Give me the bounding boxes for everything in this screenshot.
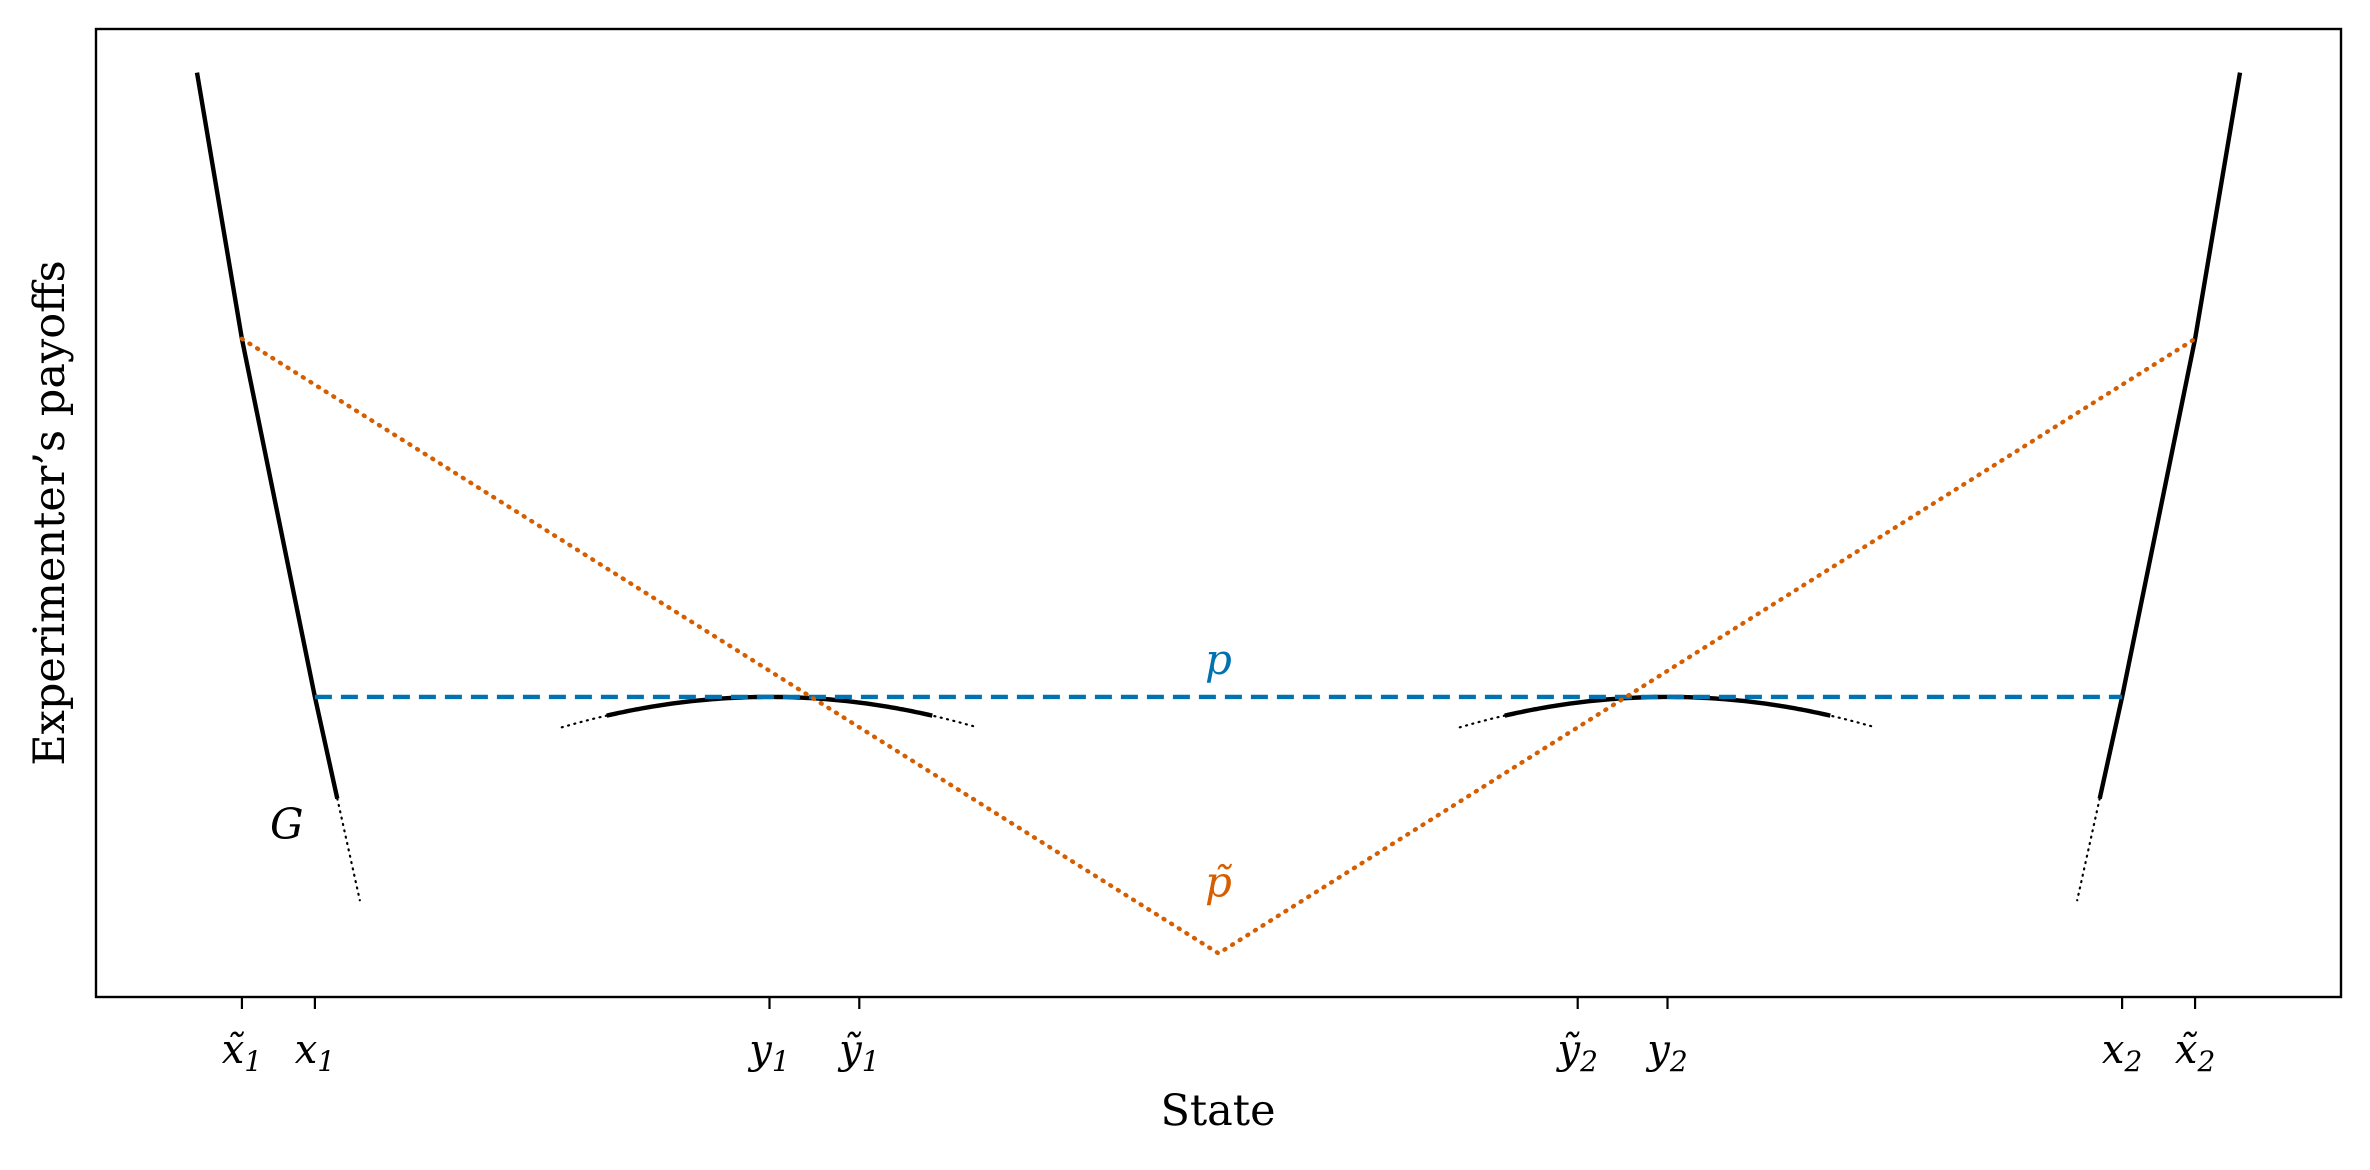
annotation-label: p̃ xyxy=(1205,858,1232,907)
x-tick-label: x̃1 xyxy=(222,1027,262,1078)
series-G-hump-2-ext xyxy=(1458,695,1877,729)
x-tick-label: y1 xyxy=(747,1027,789,1078)
series-p-tilde xyxy=(239,336,2198,956)
series-G-hump-1-ext xyxy=(560,695,979,729)
x-tick-label: ỹ1 xyxy=(837,1027,879,1078)
annotations: Gp p̃ xyxy=(270,635,1232,907)
annotation-label: G xyxy=(270,800,304,849)
axes-frame xyxy=(94,27,2343,999)
y-axis-label: Experimenter’s payoffs xyxy=(25,260,75,765)
annotation-label: p xyxy=(1205,635,1232,684)
x-tick-label: y2 xyxy=(1645,1027,1687,1078)
series-G-right-ext xyxy=(2076,797,2101,902)
x-tick-label: ỹ2 xyxy=(1555,1027,1597,1078)
series-G-left-ext xyxy=(336,797,361,902)
x-axis-label: State xyxy=(1160,1086,1275,1136)
x-tick-label: x1 xyxy=(295,1027,335,1078)
series-G-left xyxy=(194,72,340,800)
series-G-right xyxy=(2097,72,2243,800)
x-tick-label: x̃2 xyxy=(2175,1027,2215,1078)
x-ticks: x̃1 x1 y1 ỹ1 ỹ2 y2 x2 x̃2 xyxy=(222,997,2215,1078)
plot-area xyxy=(194,72,2243,956)
x-tick-label: x2 xyxy=(2102,1027,2142,1078)
